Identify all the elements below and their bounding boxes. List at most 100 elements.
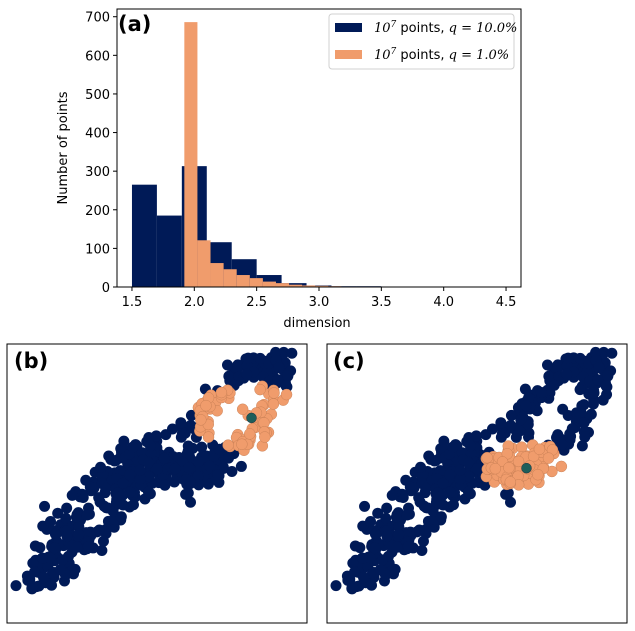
- scatter-point: [369, 542, 381, 554]
- scatter-point-neighbor: [555, 460, 568, 473]
- scatter-point: [444, 469, 456, 481]
- scatter-point: [486, 423, 498, 435]
- scatter-point: [462, 486, 474, 498]
- scatter-point: [66, 489, 78, 501]
- scatter-point: [117, 477, 129, 489]
- scatter-point: [272, 374, 284, 386]
- scatter-point: [447, 499, 459, 511]
- scatter-point: [54, 563, 66, 575]
- legend-1-eq: = 1.0%: [457, 48, 509, 63]
- scatter-point-neighbor: [215, 386, 228, 399]
- scatter-point: [45, 515, 57, 527]
- scatter-point: [417, 535, 429, 547]
- legend-0-exp: 7: [391, 20, 397, 30]
- legend-swatch-navy: [335, 23, 362, 32]
- scatter-point-neighbor: [533, 443, 546, 455]
- x-tick-label: 4.5: [496, 295, 517, 310]
- scatter-point: [143, 457, 155, 469]
- scatter-point: [273, 362, 285, 374]
- histogram-bar-series-1: [210, 263, 224, 287]
- scatter-point-neighbor: [254, 383, 266, 396]
- scatter-point: [196, 441, 208, 453]
- y-tick-label: 500: [85, 88, 110, 103]
- legend-0-mid: points,: [396, 21, 448, 36]
- scatter-point: [391, 541, 403, 553]
- legend-0-eq: = 10.0%: [457, 21, 517, 36]
- scatter-point: [56, 554, 68, 566]
- scatter-points-b: [10, 346, 298, 595]
- scatter-point: [142, 486, 154, 498]
- scatter-point: [393, 528, 405, 540]
- scatter-point-selected: [246, 412, 257, 424]
- scatter-point: [588, 387, 600, 399]
- scatter-point: [175, 431, 187, 443]
- scatter-point: [166, 423, 178, 435]
- scatter-point-neighbor: [244, 428, 256, 440]
- scatter-point: [223, 452, 235, 464]
- scatter-point-neighbor: [200, 399, 212, 412]
- scatter-point: [408, 482, 420, 494]
- scatter-point: [420, 482, 432, 494]
- scatter-point: [185, 496, 197, 508]
- scatter-point: [110, 455, 122, 467]
- legend-0-base: 10: [374, 21, 391, 36]
- y-axis-ticks: 0 100 200 300 400 500 600 700: [85, 11, 117, 296]
- panel-label-b: (b): [14, 349, 48, 373]
- scatter-point: [61, 530, 73, 542]
- scatter-point: [82, 541, 94, 553]
- scatter-point: [52, 507, 64, 519]
- scatter-point: [587, 398, 599, 410]
- scatter-point: [556, 438, 568, 450]
- scatter-point: [593, 362, 605, 374]
- scatter-point: [402, 541, 414, 553]
- scatter-point: [495, 431, 507, 443]
- scatter-point: [464, 440, 476, 452]
- scatter-point: [183, 462, 195, 474]
- scatter-point: [192, 470, 204, 482]
- scatter-point: [420, 502, 432, 514]
- scatter-point: [270, 346, 282, 358]
- scatter-point: [430, 455, 442, 467]
- scatter-point: [193, 479, 205, 491]
- scatter-point: [374, 563, 386, 575]
- scatter-point: [576, 440, 588, 452]
- histogram-bar-series-1: [275, 283, 290, 287]
- scatter-point: [117, 499, 129, 511]
- scatter-point: [100, 482, 112, 494]
- scatter-point: [574, 384, 586, 396]
- y-tick-label: 700: [85, 11, 110, 26]
- legend-1-exp: 7: [391, 47, 397, 57]
- x-tick-label: 2.5: [246, 295, 267, 310]
- histogram-bar-series-1: [289, 284, 303, 287]
- scatter-point: [27, 557, 39, 569]
- scatter-points-c: [330, 346, 618, 595]
- scatter-point: [520, 400, 532, 412]
- scatter-point: [381, 502, 393, 514]
- scatter-point: [381, 530, 393, 542]
- scatter-point: [151, 463, 163, 475]
- scatter-point: [221, 359, 233, 371]
- scatter-panel-c: (c): [326, 343, 628, 624]
- scatter-point: [471, 463, 483, 475]
- scatter-point: [570, 407, 582, 419]
- scatter-point: [97, 535, 109, 547]
- histogram-bar-series-1: [197, 240, 211, 287]
- x-tick-label: 3.0: [309, 295, 330, 310]
- scatter-point: [49, 542, 61, 554]
- y-tick-label: 600: [85, 49, 110, 64]
- scatter-point: [150, 430, 162, 442]
- scatter-frame-c: [326, 343, 628, 624]
- scatter-point: [470, 430, 482, 442]
- scatter-point: [38, 571, 50, 583]
- scatter-point: [454, 464, 466, 476]
- scatter-point-neighbor: [504, 476, 517, 488]
- scatter-point: [330, 580, 342, 592]
- scatter-point: [366, 579, 378, 591]
- scatter-point: [372, 507, 384, 519]
- y-tick-label: 0: [102, 281, 110, 296]
- scatter-point: [600, 380, 612, 392]
- x-axis-label: dimension: [283, 316, 350, 331]
- x-tick-label: 4.0: [433, 295, 454, 310]
- scatter-point: [356, 552, 368, 564]
